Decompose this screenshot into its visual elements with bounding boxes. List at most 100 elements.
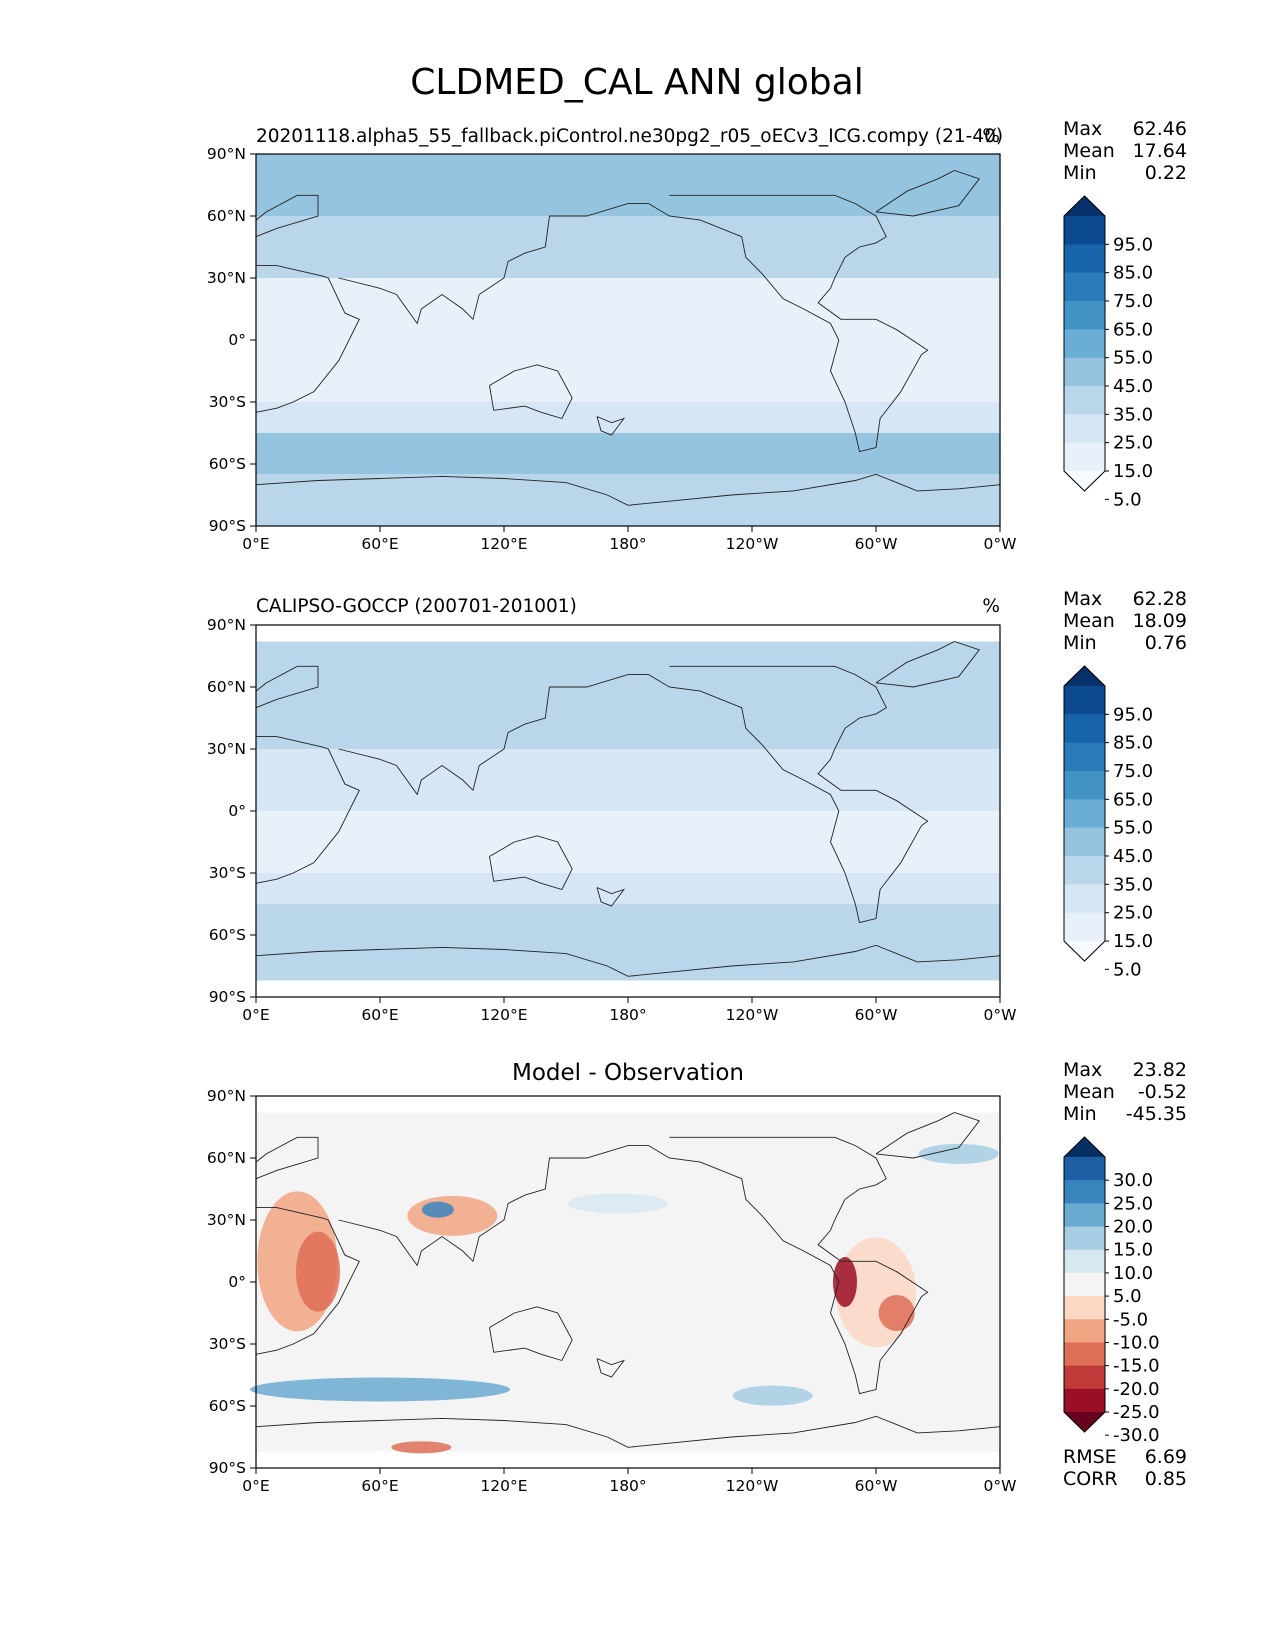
colorbar-segment — [1064, 414, 1105, 444]
colorbar-segment — [1064, 742, 1105, 772]
colorbar-label: 85.0 — [1113, 733, 1153, 754]
colorbar-tip-bottom — [1064, 471, 1105, 491]
panel-difference-title: Model - Observation — [512, 1060, 744, 1086]
anomaly-region — [296, 1231, 340, 1312]
y-tick-label: 90°N — [207, 616, 246, 634]
colorbar-label: 20.0 — [1113, 1217, 1153, 1238]
coastline — [255, 1207, 360, 1355]
colorbar-segment — [1064, 827, 1105, 857]
x-tick-label: 120°E — [480, 535, 527, 553]
y-tick-label: 90°S — [209, 1459, 246, 1477]
y-tick-label: 60°N — [207, 207, 246, 225]
y-tick-label: 30°S — [209, 864, 246, 882]
x-tick-label: 60°W — [855, 535, 898, 553]
map-plot: 0°E 60°E 120°E 180° 120°W 60°W 0°W 90°N 60°N 30°N… — [207, 616, 1017, 1024]
coastline — [648, 1136, 929, 1395]
colorbar-segment — [1064, 1319, 1105, 1343]
colorbar-label: 30.0 — [1113, 1170, 1153, 1191]
anomaly-region — [250, 1377, 510, 1402]
stat-max-label: Max — [1063, 1059, 1102, 1081]
stat-max-value: 62.46 — [1133, 118, 1187, 140]
colorbar-label: 75.0 — [1113, 761, 1153, 782]
y-tick-label: 30°N — [207, 740, 246, 758]
colorbar: 95.0 85.0 75.0 65.0 55.0 45.0 35.0 25.0 15.0 5.0 — [1063, 195, 1153, 510]
stat-mean-label: Mean — [1063, 1081, 1115, 1103]
y-tick-label: 90°N — [207, 1087, 246, 1105]
colorbar-segment — [1064, 386, 1105, 415]
x-tick-label: 0°E — [242, 1477, 269, 1495]
x-tick-label: 0°W — [984, 1477, 1017, 1495]
lat-band — [256, 904, 1000, 981]
coastline — [255, 665, 319, 709]
colorbar-label: 5.0 — [1113, 1286, 1142, 1307]
coastline — [255, 944, 1001, 977]
coastline — [648, 194, 929, 453]
map-plot: 0°E 60°E 120°E 180° 120°W 60°W 0°W 90°N 60°N 30°N… — [207, 1087, 1017, 1495]
anomaly-region — [421, 1201, 454, 1218]
x-tick-label: 180° — [609, 1477, 646, 1495]
panel-observation-title: CALIPSO-GOCCP (200701-201001) — [256, 596, 577, 617]
y-tick-label: 60°N — [207, 1149, 246, 1167]
anomaly-region — [918, 1143, 999, 1164]
stat-mean-value: 17.64 — [1133, 140, 1187, 162]
colorbar-label: 95.0 — [1113, 704, 1153, 725]
coastline — [875, 1112, 981, 1159]
colorbar-segment — [1064, 1388, 1105, 1413]
colorbar-segment — [1064, 884, 1105, 914]
colorbar-label: 15.0 — [1113, 931, 1153, 952]
stat-min-value: 0.22 — [1145, 162, 1187, 184]
colorbar-segment — [1064, 301, 1105, 330]
stat-mean-value: -0.52 — [1138, 1081, 1187, 1103]
panel-observation: CALIPSO-GOCCP (200701-201001) % Max 62.2… — [207, 588, 1187, 1024]
y-tick-label: 0° — [228, 331, 246, 349]
x-tick-label: 60°W — [855, 1477, 898, 1495]
lat-band — [256, 433, 1000, 475]
x-tick-label: 180° — [609, 535, 646, 553]
panel-difference: Model - Observation Max 23.82 Mean -0.52… — [207, 1059, 1187, 1495]
stat-rmse-value: 6.69 — [1145, 1446, 1187, 1468]
stat-corr-value: 0.85 — [1145, 1468, 1187, 1490]
colorbar-label: 15.0 — [1113, 461, 1153, 482]
y-tick-label: 30°S — [209, 1335, 246, 1353]
lat-band — [256, 873, 1000, 904]
lat-band — [256, 687, 1000, 749]
coastline — [255, 194, 319, 238]
colorbar-label: 15.0 — [1113, 1240, 1153, 1261]
x-tick-label: 0°E — [242, 1006, 269, 1024]
coastline — [648, 665, 929, 924]
colorbar-label: 35.0 — [1113, 404, 1153, 425]
colorbar-tip-bottom — [1064, 941, 1105, 961]
lat-band — [256, 811, 1000, 873]
colorbar-label: -15.0 — [1113, 1356, 1160, 1377]
colorbar-segment — [1064, 1157, 1105, 1181]
x-tick-label: 180° — [609, 1006, 646, 1024]
colorbar-label: 25.0 — [1113, 903, 1153, 924]
colorbar-label: -30.0 — [1113, 1425, 1160, 1446]
map-plot: 0°E 60°E 120°E 180° 120°W 60°W 0°W 90°N 60°N 30°N… — [207, 145, 1017, 553]
colorbar-segment — [1064, 714, 1105, 744]
colorbar-segment — [1064, 216, 1105, 245]
colorbar-segment — [1064, 1203, 1105, 1228]
y-tick-label: 30°N — [207, 269, 246, 287]
y-tick-label: 60°S — [209, 926, 246, 944]
panel-observation-units: % — [982, 596, 1000, 617]
colorbar-label: 5.0 — [1113, 489, 1142, 510]
colorbar-label: 95.0 — [1113, 234, 1153, 255]
coastline — [338, 674, 649, 796]
colorbar-label: 10.0 — [1113, 1263, 1153, 1284]
colorbar-label: 65.0 — [1113, 319, 1153, 340]
anomaly-region — [732, 1385, 813, 1406]
coastline — [489, 364, 573, 420]
lat-band — [256, 340, 1000, 402]
coastline — [255, 473, 1001, 506]
stat-mean-label: Mean — [1063, 610, 1115, 632]
stat-mean-label: Mean — [1063, 140, 1115, 162]
x-tick-label: 0°W — [984, 1006, 1017, 1024]
colorbar-segment — [1064, 357, 1105, 387]
panel-model-units: % — [982, 126, 1000, 147]
coastline — [596, 887, 626, 907]
colorbar-tip-top — [1064, 196, 1105, 216]
lat-band — [256, 749, 1000, 811]
colorbar-tip-bottom — [1064, 1412, 1105, 1432]
colorbar-tip-top — [1064, 1137, 1105, 1157]
